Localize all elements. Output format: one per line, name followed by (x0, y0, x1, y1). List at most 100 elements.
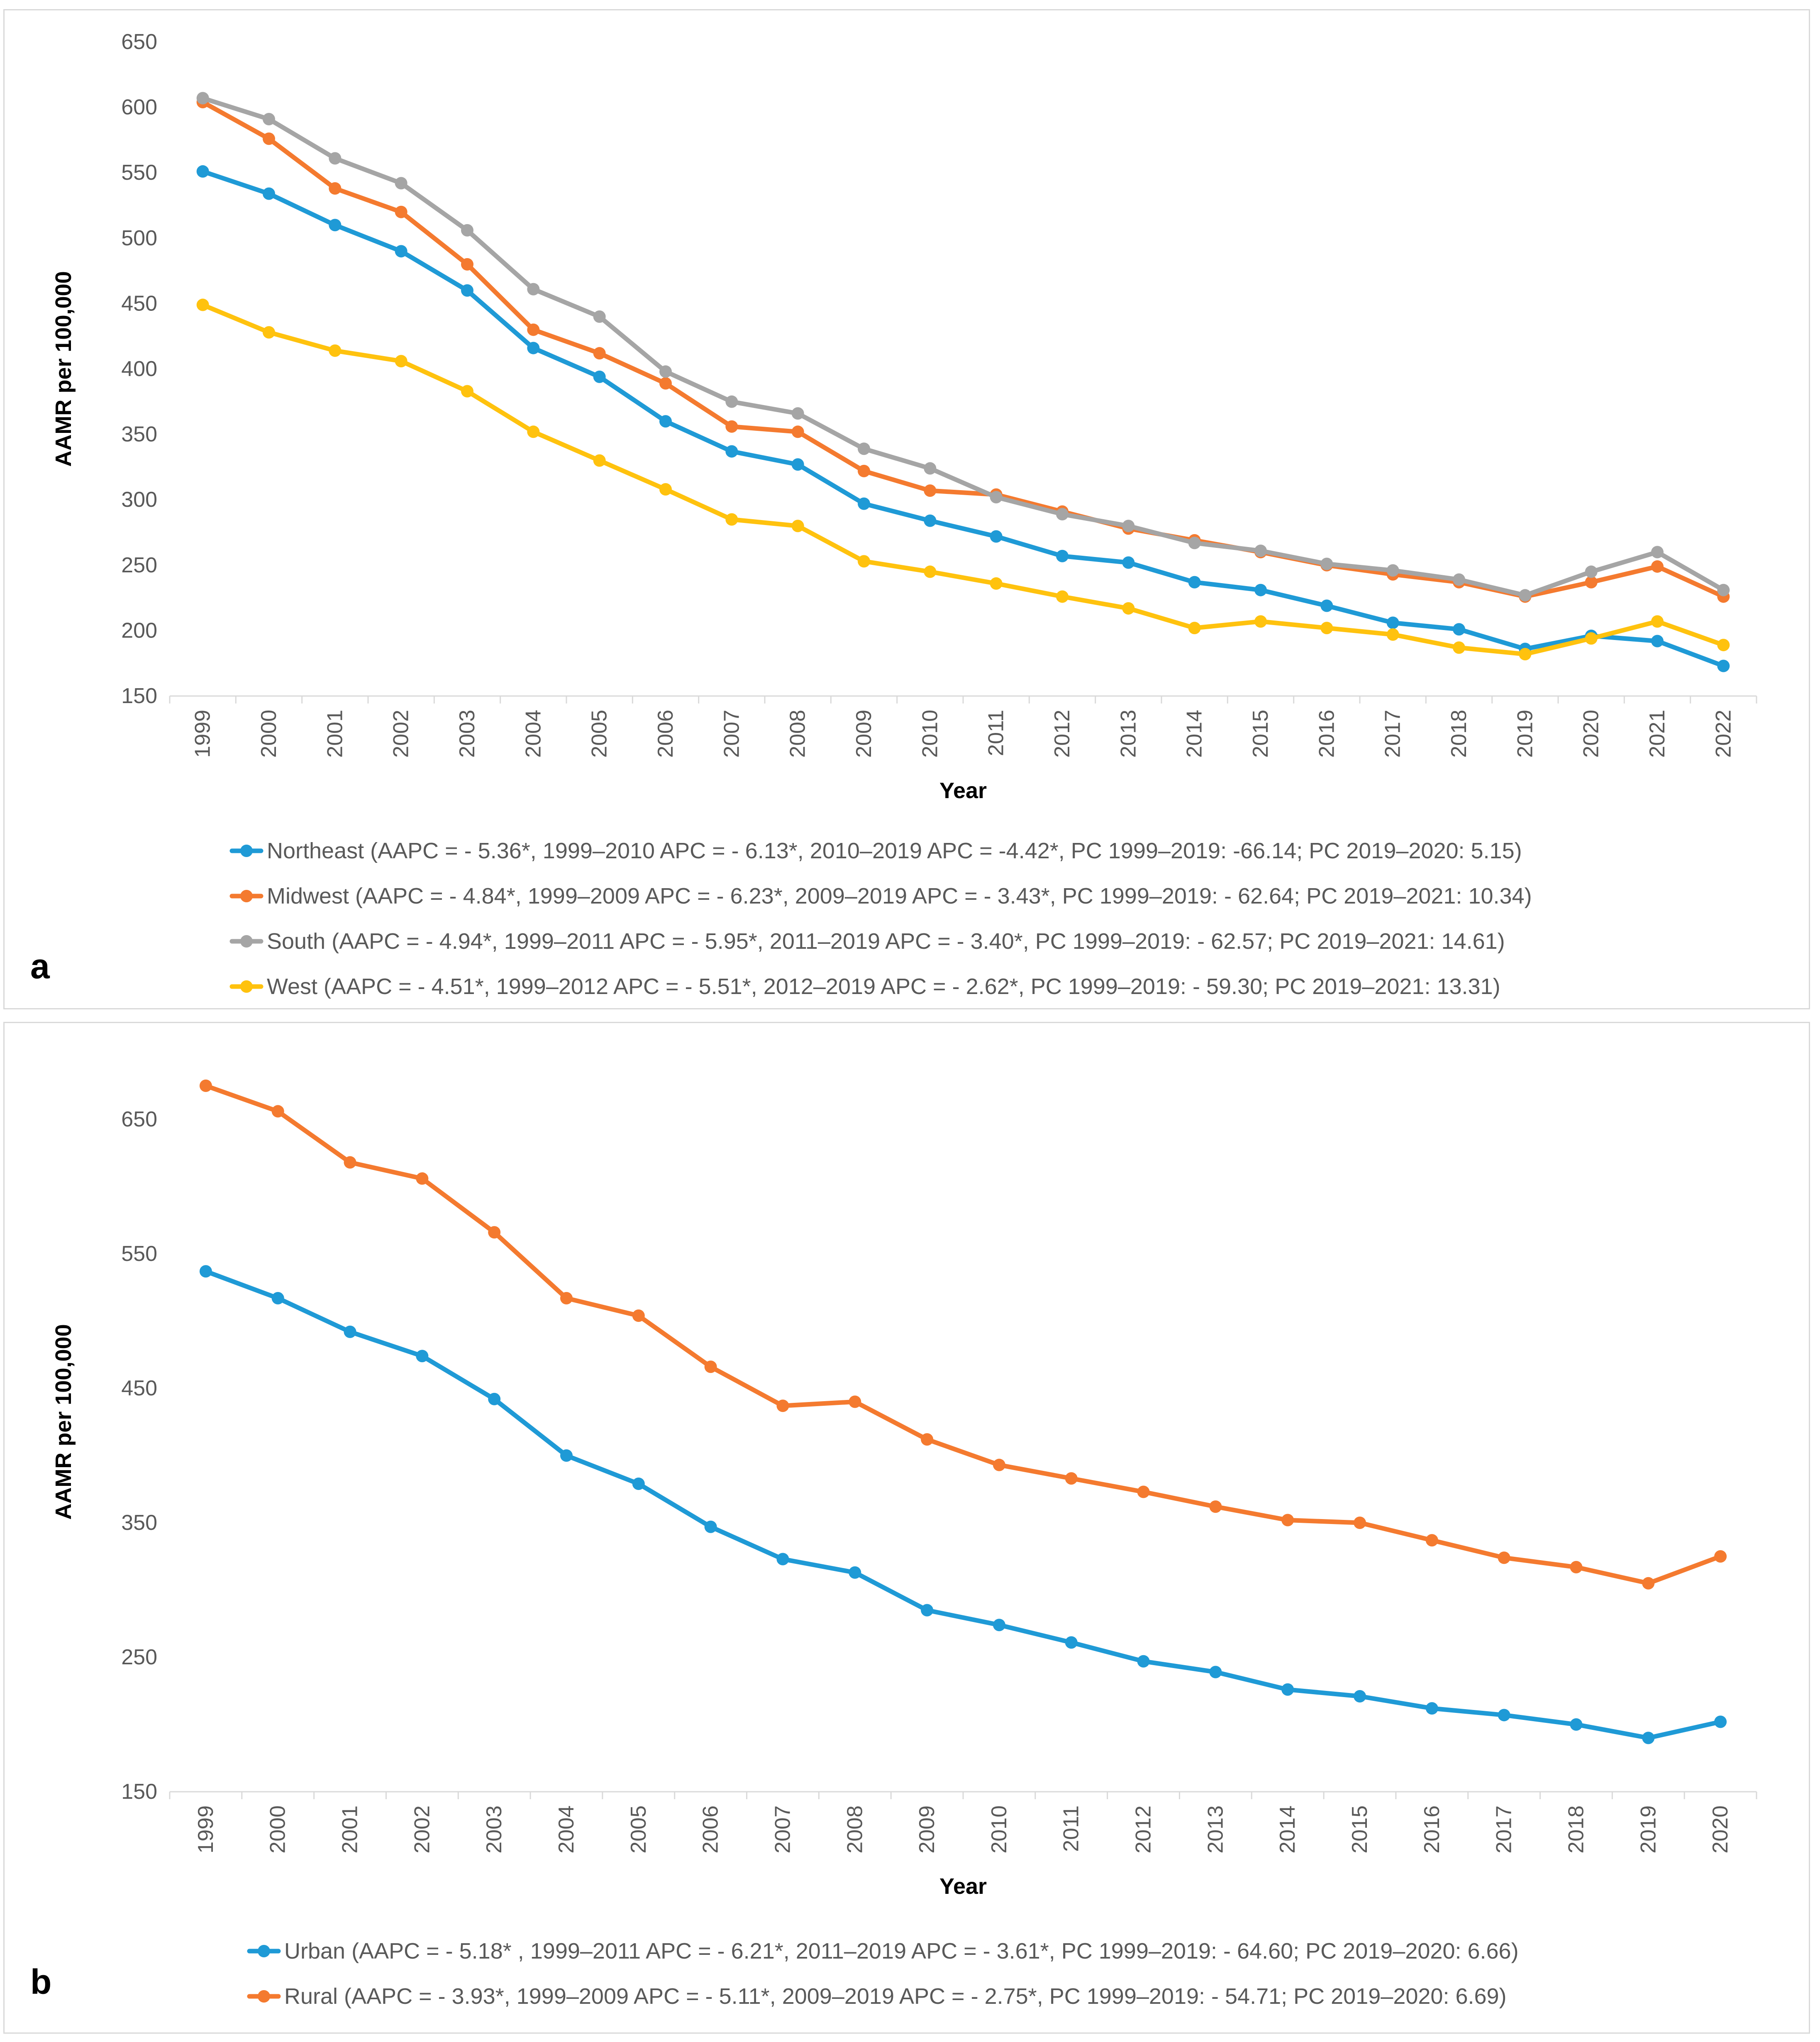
data-point-urban (199, 1265, 212, 1278)
data-point-south (527, 283, 540, 296)
data-point-west (1585, 632, 1598, 645)
x-tick-label: 2001 (338, 1805, 362, 1854)
data-point-south (1254, 545, 1267, 557)
data-point-rural (1642, 1577, 1655, 1590)
legend-swatch-marker-rural (258, 1990, 270, 2003)
x-tick-label: 2005 (627, 1805, 651, 1854)
y-tick-label: 650 (121, 1107, 157, 1131)
data-point-south (1717, 584, 1730, 596)
data-point-midwest (1585, 576, 1598, 589)
series-line-south (200, 96, 1726, 598)
data-point-northeast (395, 245, 407, 258)
x-tick-label: 2002 (410, 1805, 434, 1854)
series-line-west (200, 303, 1726, 657)
data-point-northeast (527, 342, 540, 354)
data-point-northeast (196, 165, 209, 178)
data-point-rural (1714, 1550, 1727, 1563)
y-tick-label: 550 (121, 161, 157, 185)
data-point-south (1122, 520, 1135, 532)
data-point-south (329, 152, 342, 165)
data-point-west (1320, 622, 1333, 635)
x-tick-label: 2021 (1645, 710, 1669, 758)
data-point-south (1585, 565, 1598, 578)
data-point-urban (560, 1449, 573, 1462)
data-point-midwest (263, 132, 275, 145)
data-point-urban (1137, 1655, 1150, 1668)
data-point-rural (1425, 1534, 1438, 1547)
data-point-northeast (263, 187, 275, 200)
data-point-rural (416, 1172, 429, 1185)
y-tick-label: 600 (121, 95, 157, 120)
x-tick-label: 2020 (1708, 1805, 1732, 1854)
y-tick-label: 400 (121, 357, 157, 381)
data-point-rural (271, 1105, 284, 1118)
data-point-west (461, 385, 473, 398)
data-point-midwest (395, 205, 407, 218)
data-point-rural (921, 1433, 934, 1446)
x-tick-label: 2019 (1513, 710, 1537, 758)
legend-label-urban: Urban (AAPC = - 5.18* , 1999–2011 APC = … (284, 1939, 1519, 1964)
x-tick-label: 2007 (720, 710, 744, 758)
x-tick-label: 2013 (1203, 1805, 1227, 1854)
legend-label-west: West (AAPC = - 4.51*, 1999–2012 APC = - … (267, 974, 1500, 999)
series-line-midwest (200, 100, 1726, 599)
x-tick-label: 2013 (1116, 710, 1140, 758)
data-point-rural (993, 1458, 1005, 1471)
y-tick-label: 250 (121, 553, 157, 577)
data-point-urban (1209, 1666, 1222, 1678)
x-tick-label: 2006 (699, 1805, 723, 1854)
series-line-northeast (200, 169, 1726, 668)
data-point-rural (849, 1395, 861, 1408)
chart-panel-a: 1999 2000 2001 2002 2003 2004 2005 2006 2007 2008… (3, 9, 1810, 1009)
data-point-west (1717, 639, 1730, 652)
data-point-south (858, 442, 870, 455)
data-point-west (1122, 602, 1135, 615)
data-point-urban (632, 1478, 645, 1490)
data-point-rural (632, 1309, 645, 1322)
data-point-west (527, 425, 540, 438)
x-tick-label: 2000 (266, 1805, 290, 1854)
x-tick-label: 1999 (191, 710, 215, 758)
x-tick-label: 2017 (1492, 1805, 1516, 1854)
legend-swatch-marker-midwest (240, 890, 253, 902)
data-point-urban (1354, 1690, 1366, 1702)
data-point-rural (1137, 1485, 1150, 1498)
x-tick-label: 2009 (915, 1805, 939, 1854)
x-tick-label: 2002 (389, 710, 413, 758)
data-point-midwest (527, 323, 540, 336)
y-tick-label: 650 (121, 30, 157, 54)
data-point-urban (1281, 1683, 1294, 1696)
data-point-northeast (1386, 616, 1399, 629)
data-point-south (1651, 546, 1664, 559)
data-point-urban (921, 1604, 934, 1617)
x-tick-label: 2007 (771, 1805, 795, 1854)
data-point-rural (560, 1292, 573, 1304)
data-point-northeast (1254, 584, 1267, 596)
data-point-west (196, 298, 209, 311)
x-tick-label: 2018 (1564, 1805, 1588, 1854)
y-tick-label: 250 (121, 1645, 157, 1669)
data-point-urban (344, 1325, 356, 1338)
data-point-northeast (924, 514, 937, 527)
x-tick-label: 2004 (554, 1805, 578, 1854)
data-point-urban (1570, 1718, 1583, 1731)
data-point-northeast (1651, 635, 1664, 647)
data-point-south (725, 395, 738, 408)
data-point-west (329, 344, 342, 357)
x-tick-label: 2006 (654, 710, 678, 758)
data-point-urban (1425, 1702, 1438, 1715)
data-point-midwest (461, 258, 473, 271)
data-point-rural (1498, 1551, 1510, 1564)
data-point-northeast (1320, 599, 1333, 612)
data-point-south (990, 491, 1003, 503)
data-point-south (1188, 537, 1201, 550)
panel-label-a: a (30, 947, 50, 986)
data-point-west (1386, 628, 1399, 641)
data-point-rural (1570, 1561, 1583, 1573)
y-tick-label: 500 (121, 226, 157, 250)
data-point-south (593, 310, 606, 323)
y-tick-label: 450 (121, 291, 157, 315)
legend-label-south: South (AAPC = - 4.94*, 1999–2011 APC = -… (267, 929, 1505, 954)
data-point-west (1188, 622, 1201, 635)
data-point-northeast (1122, 556, 1135, 569)
